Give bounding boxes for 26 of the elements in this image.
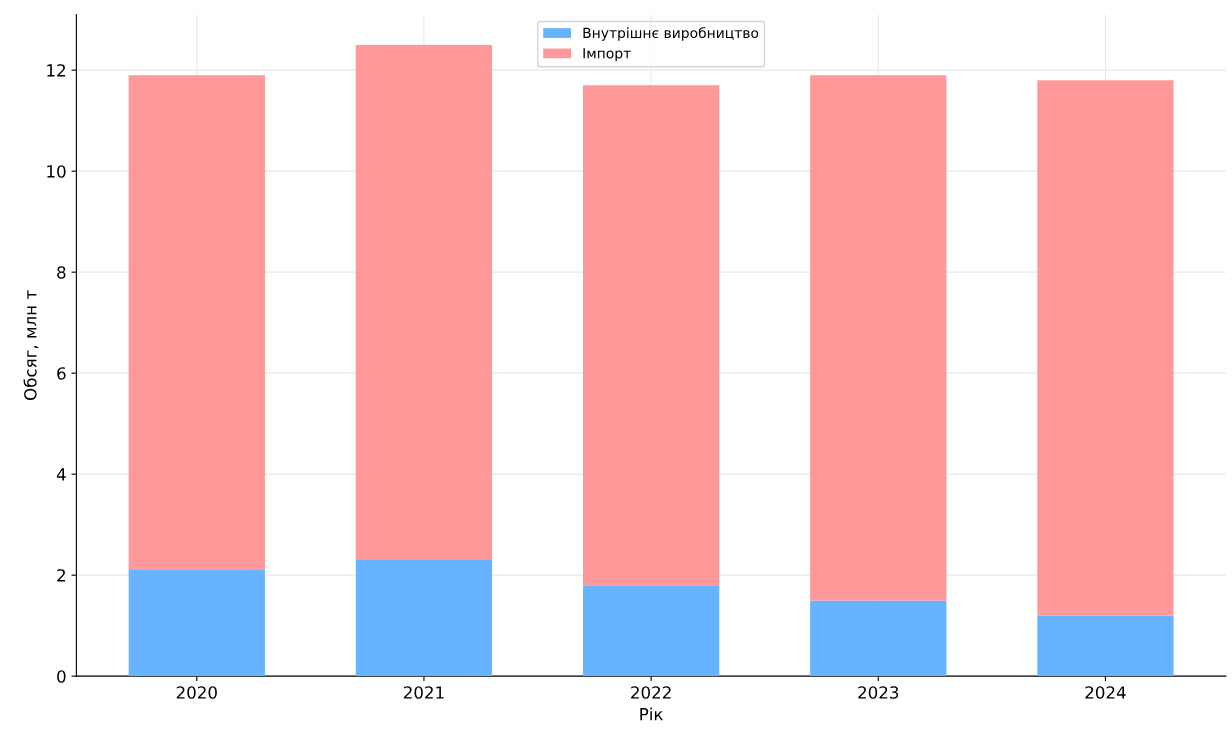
bar: [128, 570, 265, 677]
bar: [1037, 615, 1174, 677]
y-tick-label: 10: [47, 165, 66, 178]
bar: [582, 85, 720, 586]
legend-label: Імпорт: [583, 48, 631, 62]
bar: [355, 44, 493, 561]
y-tick-label: 2: [57, 569, 65, 582]
x-axis-title: Рік: [640, 707, 663, 721]
x-tick-label: 2020: [176, 686, 217, 699]
bar: [128, 75, 265, 571]
legend-label: Внутрішнє виробництво: [583, 27, 759, 41]
x-tick-label: 2021: [403, 686, 444, 699]
y-tick-label: 0: [57, 670, 66, 683]
y-tick-label: 4: [56, 468, 66, 481]
y-tick-label: 6: [57, 367, 66, 380]
x-tick-label: 2023: [858, 686, 899, 699]
bar: [582, 585, 720, 677]
y-tick-label: 8: [57, 266, 66, 279]
x-tick-label: 2022: [631, 686, 671, 699]
y-axis-title: Обсяг, млн т: [23, 290, 39, 400]
bar: [1037, 80, 1174, 616]
bar: [355, 560, 493, 677]
bar: [810, 75, 947, 601]
x-tick-label: 2024: [1085, 686, 1126, 699]
y-tick-label: 12: [47, 64, 65, 77]
bar: [810, 600, 947, 677]
